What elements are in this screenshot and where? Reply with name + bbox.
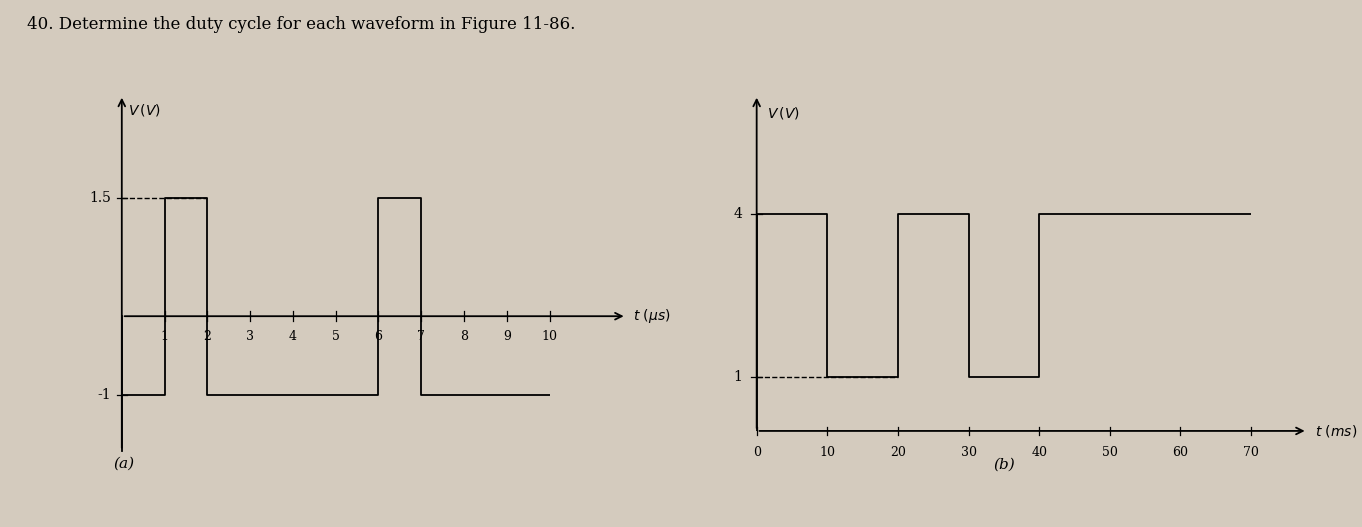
Text: 7: 7 [417, 330, 425, 344]
Text: (a): (a) [113, 456, 135, 470]
Text: 60: 60 [1173, 446, 1189, 459]
Text: 30: 30 [960, 446, 977, 459]
Text: 6: 6 [375, 330, 383, 344]
Text: 1.5: 1.5 [90, 191, 112, 204]
Text: 1: 1 [161, 330, 169, 344]
Text: 4: 4 [734, 207, 742, 221]
Text: 40: 40 [1031, 446, 1047, 459]
Text: 2: 2 [203, 330, 211, 344]
Text: 20: 20 [889, 446, 906, 459]
Text: -1: -1 [98, 388, 112, 402]
Text: 10: 10 [820, 446, 835, 459]
Text: (b): (b) [993, 457, 1015, 472]
Text: 1: 1 [734, 370, 742, 384]
Text: 70: 70 [1244, 446, 1258, 459]
Text: 4: 4 [289, 330, 297, 344]
Text: $V\/(V)$: $V\/(V)$ [128, 102, 161, 118]
Text: 3: 3 [247, 330, 255, 344]
Text: 5: 5 [332, 330, 339, 344]
Text: 9: 9 [503, 330, 511, 344]
Text: 0: 0 [753, 446, 760, 459]
Text: 50: 50 [1102, 446, 1118, 459]
Text: $V\/(V)$: $V\/(V)$ [767, 105, 799, 121]
Text: 10: 10 [542, 330, 557, 344]
Text: 8: 8 [460, 330, 469, 344]
Text: $t\ (\mu s)$: $t\ (\mu s)$ [633, 307, 670, 325]
Text: 40. Determine the duty cycle for each waveform in Figure 11-86.: 40. Determine the duty cycle for each wa… [27, 16, 576, 33]
Text: $t\ (ms)$: $t\ (ms)$ [1314, 423, 1357, 439]
